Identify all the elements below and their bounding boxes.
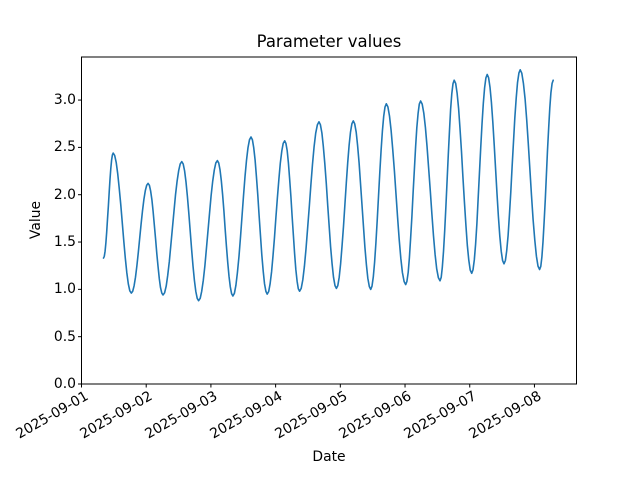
axes-frame — [81, 56, 577, 385]
chart-title: Parameter values — [256, 32, 402, 51]
x-axis-label: Date — [312, 449, 346, 465]
series-line — [102, 69, 554, 302]
y-axis-label: Value — [28, 200, 44, 240]
